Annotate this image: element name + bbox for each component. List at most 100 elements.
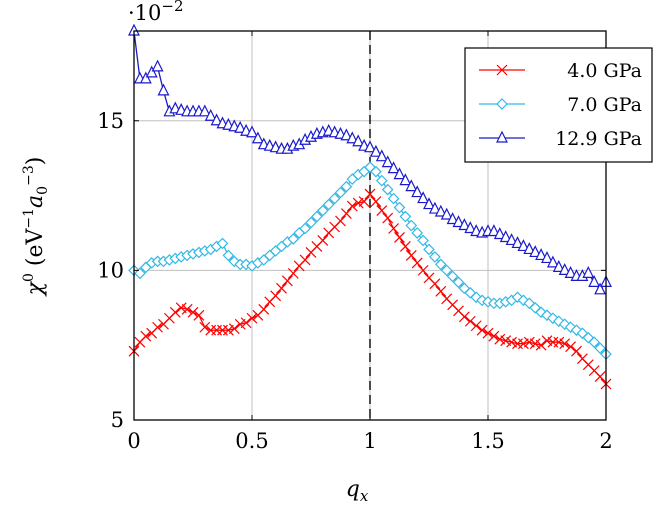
data-point: [499, 230, 512, 243]
data-point: [470, 320, 482, 332]
data-point: [541, 251, 553, 264]
data-point: [276, 282, 287, 294]
data-point-stroke-b: [588, 365, 600, 377]
y-tick-label: 15: [97, 109, 124, 133]
data-point-stroke-b: [364, 188, 376, 200]
data-point: [340, 208, 352, 219]
data-point: [446, 270, 459, 283]
data-point: [387, 161, 400, 174]
data-point-stroke-b: [240, 317, 252, 329]
data-point: [487, 224, 500, 237]
data-point: [299, 222, 311, 235]
x-tick-label: 1.5: [471, 429, 504, 453]
data-point-stroke-b: [388, 223, 400, 234]
data-point: [405, 219, 418, 232]
data-point: [411, 227, 424, 239]
data-point: [588, 275, 601, 287]
data-point: [299, 254, 311, 266]
data-point: [364, 188, 376, 200]
y-axis-title-sup0: 0: [21, 273, 37, 282]
data-point-stroke-b: [429, 278, 441, 290]
data-point: [305, 216, 317, 229]
data-point: [139, 71, 152, 84]
data-point: [199, 321, 211, 333]
data-point: [558, 263, 571, 275]
data-point: [340, 180, 353, 193]
y-axis-title-unit: (eV: [23, 227, 48, 273]
data-point-stroke-b: [246, 312, 258, 324]
data-point-stroke-b: [559, 338, 571, 350]
data-point: [535, 339, 547, 351]
data-point: [429, 251, 441, 263]
data-point: [157, 83, 170, 96]
data-point-stroke-b: [287, 267, 299, 279]
y-axis-title-close: ): [23, 157, 48, 166]
data-point: [145, 65, 158, 78]
data-point: [517, 239, 530, 252]
data-point: [287, 267, 299, 279]
data-point: [440, 264, 453, 277]
data-point: [393, 167, 406, 180]
legend-label: 4.0 GPa: [567, 60, 642, 82]
data-point: [559, 338, 571, 350]
data-point: [594, 371, 606, 383]
y-axis-title-a: a: [23, 195, 48, 208]
data-point-stroke-b: [417, 264, 429, 276]
data-point: [476, 324, 488, 336]
data-point: [482, 327, 494, 339]
data-point: [388, 223, 400, 234]
data-point: [358, 196, 370, 207]
data-point: [423, 243, 435, 256]
data-point: [529, 245, 542, 258]
data-point: [399, 173, 412, 186]
data-point: [393, 201, 406, 214]
data-point: [435, 285, 447, 297]
data-point: [387, 192, 400, 205]
data-point: [571, 345, 582, 357]
data-point: [417, 191, 430, 204]
data-point-stroke-b: [376, 205, 388, 216]
data-point: [311, 210, 323, 223]
data-point-stroke-b: [494, 333, 506, 345]
data-point-stroke-b: [382, 212, 394, 224]
data-point-stroke-b: [565, 341, 577, 353]
data-point: [370, 165, 382, 178]
data-point-stroke-b: [405, 249, 417, 261]
y-axis-multiplier: ·10−2: [128, 0, 184, 25]
data-point: [394, 232, 405, 243]
data-point: [535, 248, 548, 261]
y-axis-title-exp1: −1: [21, 208, 37, 229]
data-point: [246, 125, 258, 138]
data-point: [564, 266, 577, 278]
data-point-stroke-b: [458, 311, 470, 323]
data-point-stroke-b: [346, 200, 358, 212]
data-point-stroke-b: [470, 320, 482, 332]
data-point: [346, 200, 358, 212]
data-point: [352, 134, 365, 147]
data-point: [429, 278, 441, 290]
y-tick-label: 10: [97, 258, 124, 282]
data-point-stroke-b: [447, 299, 459, 311]
data-point-stroke-b: [317, 235, 329, 246]
data-point: [375, 174, 388, 187]
data-point: [316, 204, 329, 217]
data-point-stroke-b: [399, 241, 411, 252]
y-axis-title-a-sub: 0: [35, 186, 51, 195]
data-point: [258, 303, 270, 315]
data-point: [546, 255, 559, 268]
data-point: [228, 323, 240, 335]
data-point-stroke-b: [541, 335, 553, 347]
data-point: [187, 306, 199, 318]
data-point: [458, 311, 470, 323]
data-point: [287, 233, 300, 245]
x-tick-label: 0.5: [235, 429, 268, 453]
data-point-stroke-b: [258, 303, 270, 315]
data-point: [270, 290, 282, 302]
data-point: [251, 131, 264, 144]
x-tick-label: 0: [127, 429, 140, 453]
data-point: [464, 315, 476, 327]
x-axis-title: qx: [346, 477, 369, 505]
data-point: [464, 221, 477, 234]
data-point-stroke-b: [187, 306, 199, 318]
